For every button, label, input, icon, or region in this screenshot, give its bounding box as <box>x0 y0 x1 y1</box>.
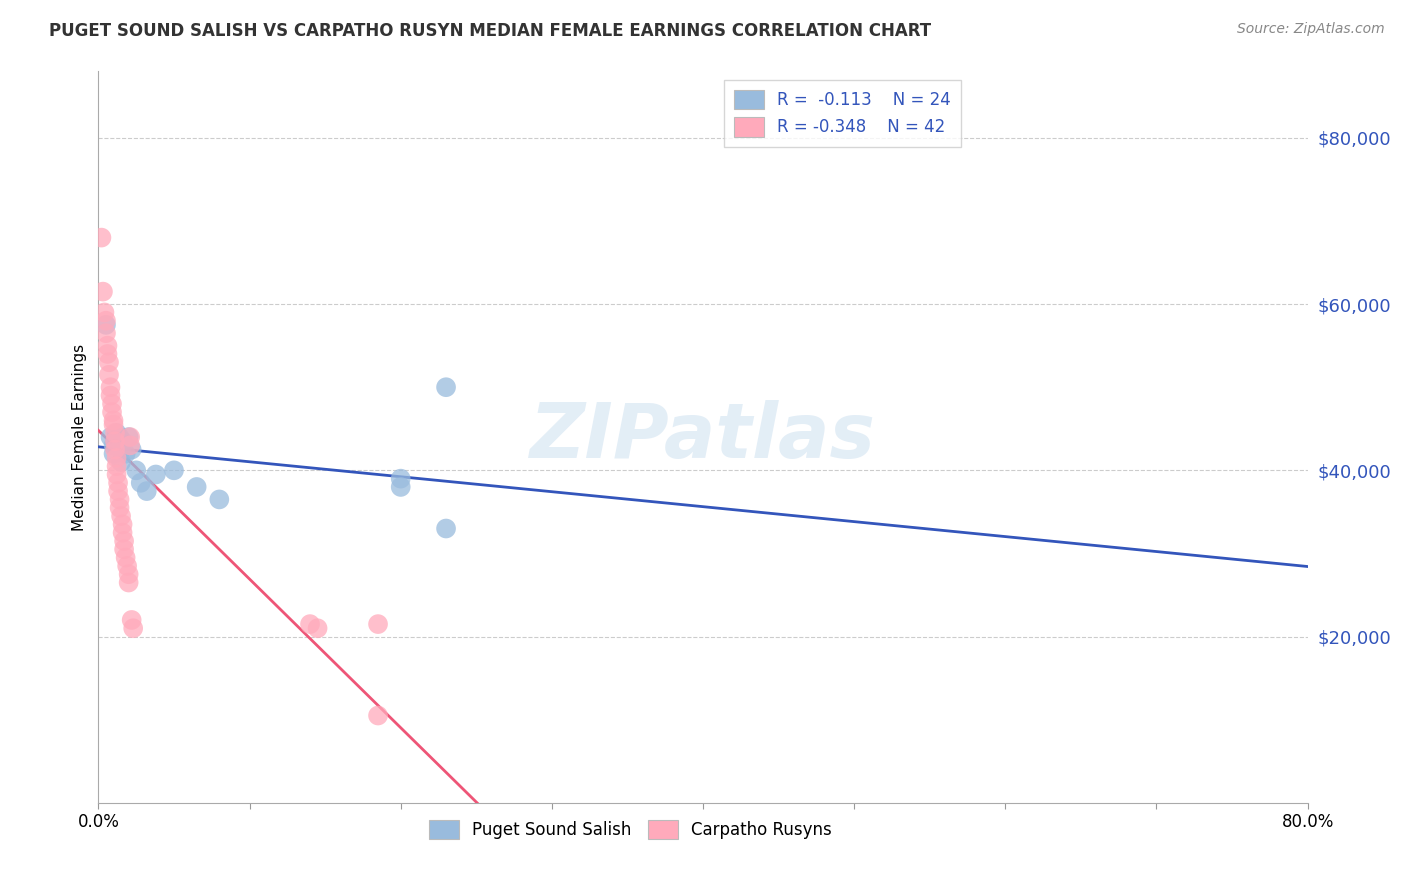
Text: PUGET SOUND SALISH VS CARPATHO RUSYN MEDIAN FEMALE EARNINGS CORRELATION CHART: PUGET SOUND SALISH VS CARPATHO RUSYN MED… <box>49 22 931 40</box>
Point <box>118 567 141 582</box>
Point <box>299 617 322 632</box>
Point <box>110 442 132 457</box>
Point <box>98 368 121 382</box>
Point <box>103 438 125 452</box>
Point <box>105 438 128 452</box>
Point <box>96 338 118 352</box>
Point <box>115 558 138 573</box>
Point <box>104 425 127 440</box>
Point <box>94 314 117 328</box>
Point <box>434 521 457 535</box>
Point <box>103 447 125 461</box>
Point <box>108 492 131 507</box>
Point <box>103 417 125 432</box>
Point <box>104 434 127 449</box>
Point <box>93 305 115 319</box>
Point <box>105 459 128 474</box>
Point <box>125 463 148 477</box>
Point <box>110 455 132 469</box>
Y-axis label: Median Female Earnings: Median Female Earnings <box>72 343 87 531</box>
Point <box>367 617 389 632</box>
Point <box>208 492 231 507</box>
Point <box>107 475 129 490</box>
Point <box>101 405 124 419</box>
Point <box>110 509 132 524</box>
Point <box>120 438 142 452</box>
Point <box>114 550 136 565</box>
Point <box>307 621 329 635</box>
Point <box>186 480 208 494</box>
Point <box>91 285 114 299</box>
Point <box>163 463 186 477</box>
Point <box>101 397 124 411</box>
Point <box>121 442 143 457</box>
Point <box>111 434 134 449</box>
Point <box>389 480 412 494</box>
Point <box>121 613 143 627</box>
Point <box>107 484 129 499</box>
Point <box>118 575 141 590</box>
Point <box>105 467 128 482</box>
Point <box>145 467 167 482</box>
Point <box>434 380 457 394</box>
Point <box>111 517 134 532</box>
Point <box>118 430 141 444</box>
Point <box>367 708 389 723</box>
Point <box>111 525 134 540</box>
Point <box>389 472 412 486</box>
Text: ZIPatlas: ZIPatlas <box>530 401 876 474</box>
Point <box>129 475 152 490</box>
Point <box>94 326 117 341</box>
Point <box>90 230 112 244</box>
Point <box>114 447 136 461</box>
Point <box>98 355 121 369</box>
Point <box>100 380 122 394</box>
Point <box>108 430 131 444</box>
Point <box>104 442 127 457</box>
Text: Source: ZipAtlas.com: Source: ZipAtlas.com <box>1237 22 1385 37</box>
Point <box>105 450 128 465</box>
Point <box>100 388 122 402</box>
Point <box>112 533 135 548</box>
Point <box>108 500 131 515</box>
Point <box>100 430 122 444</box>
Legend: Puget Sound Salish, Carpatho Rusyns: Puget Sound Salish, Carpatho Rusyns <box>422 814 839 846</box>
Point <box>96 347 118 361</box>
Point <box>112 542 135 557</box>
Point <box>122 621 145 635</box>
Point <box>105 425 128 440</box>
Point <box>120 430 142 444</box>
Point <box>94 318 117 332</box>
Point <box>103 413 125 427</box>
Point <box>135 484 157 499</box>
